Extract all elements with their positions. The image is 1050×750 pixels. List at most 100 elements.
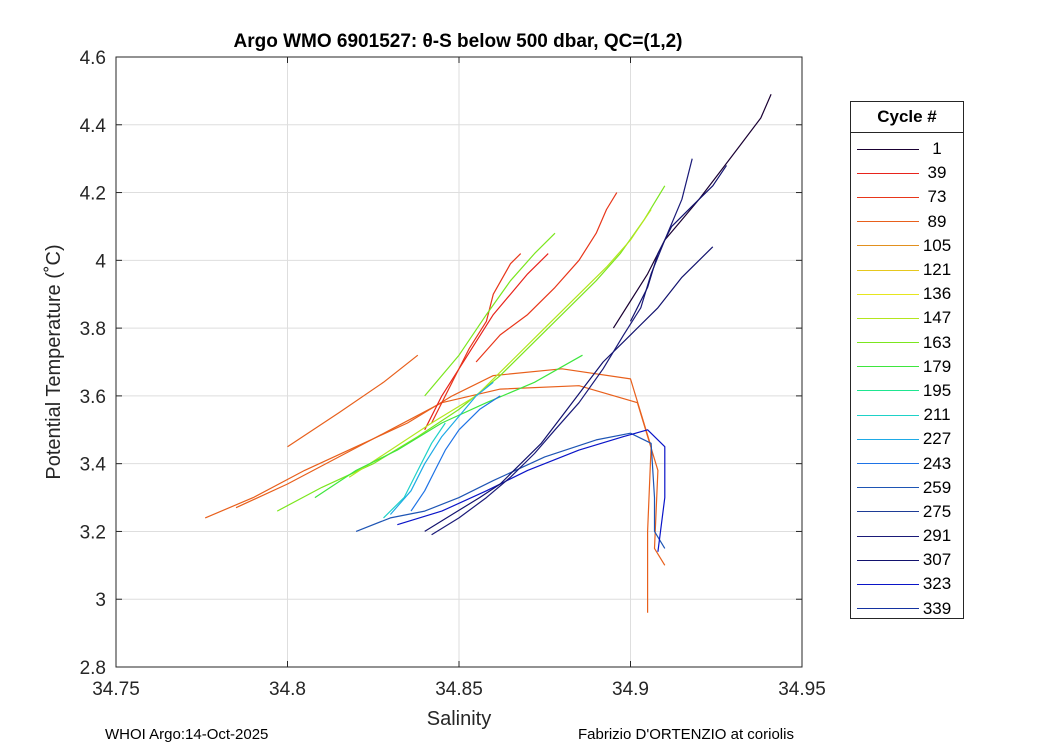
legend-item: 323 — [851, 572, 963, 596]
x-tick-label: 34.9 — [612, 679, 649, 700]
legend-swatch — [857, 221, 919, 223]
legend-swatch — [857, 463, 919, 465]
legend-label: 163 — [922, 332, 952, 352]
series-line-orange-long-2 — [235, 385, 666, 566]
legend-swatch — [857, 293, 919, 295]
legend-swatch — [857, 245, 919, 247]
legend-item: 243 — [851, 451, 963, 475]
y-tick-label: 2.8 — [80, 658, 106, 679]
series-line-cyan-2 — [389, 381, 494, 515]
legend-item: 121 — [851, 258, 963, 282]
legend-item: 259 — [851, 476, 963, 500]
series-line-orange-upper — [287, 354, 419, 448]
axis-ticks: 34.75 34.8 34.85 34.9 34.95 2.8 3 3.2 3.4 3.6 3.8 4… — [80, 48, 826, 700]
series-line-green-4 — [424, 232, 556, 397]
legend-item: 339 — [851, 597, 963, 621]
footer-left: WHOI Argo:14-Oct-2025 — [105, 726, 269, 743]
legend-item: 179 — [851, 355, 963, 379]
legend: Cycle # 1 39 73 89 105 121 136 147 163 179 195 211 2… — [850, 101, 964, 619]
legend-swatch — [857, 559, 919, 561]
y-tick-label: 3.6 — [80, 387, 106, 408]
legend-item: 275 — [851, 500, 963, 524]
legend-item: 89 — [851, 210, 963, 234]
y-tick-label: 3.2 — [80, 522, 106, 543]
y-tick-label: 3.4 — [80, 455, 107, 476]
legend-swatch — [857, 172, 919, 174]
legend-label: 291 — [922, 526, 952, 546]
series-line-cyan-1 — [383, 422, 446, 519]
series-line-green-3 — [314, 354, 583, 499]
legend-item: 195 — [851, 379, 963, 403]
legend-item: 227 — [851, 427, 963, 451]
legend-item: 211 — [851, 403, 963, 427]
y-tick-label: 4.6 — [80, 48, 106, 69]
footer-right: Fabrizio D'ORTENZIO at coriolis — [578, 726, 794, 743]
legend-swatch — [857, 535, 919, 537]
y-axis-label: Potential Temperature (˚C) — [43, 244, 65, 479]
legend-swatch — [857, 438, 919, 440]
legend-item: 291 — [851, 524, 963, 548]
legend-label: 105 — [922, 235, 952, 255]
y-tick-label: 4.4 — [80, 116, 107, 137]
legend-label: 39 — [927, 163, 947, 183]
legend-label: 73 — [927, 187, 947, 207]
legend-swatch — [857, 390, 919, 392]
legend-title: Cycle # — [851, 102, 963, 133]
series-line-navy-3 — [612, 94, 772, 329]
legend-label: 1 — [932, 139, 942, 159]
legend-label: 136 — [922, 284, 952, 304]
legend-label: 195 — [922, 380, 952, 400]
series-line-blue-3 — [397, 429, 666, 552]
legend-item: 1 — [851, 137, 963, 161]
chart-title: Argo WMO 6901527: θ-S below 500 dbar, QC… — [234, 31, 683, 52]
series-line-blue-2 — [355, 432, 666, 549]
legend-item: 147 — [851, 306, 963, 330]
legend-items: 1 39 73 89 105 121 136 147 163 179 195 211 227 243 259… — [851, 133, 963, 621]
legend-item: 39 — [851, 161, 963, 185]
legend-swatch — [857, 414, 919, 416]
legend-label: 275 — [922, 501, 952, 521]
series-line-green-2 — [348, 209, 652, 478]
x-tick-label: 34.85 — [435, 679, 483, 700]
legend-swatch — [857, 487, 919, 489]
x-tick-label: 34.95 — [778, 679, 826, 700]
legend-label: 211 — [923, 405, 951, 425]
legend-label: 89 — [927, 211, 947, 231]
series-line-navy-1 — [424, 246, 714, 532]
y-tick-label: 3.8 — [80, 319, 106, 340]
x-axis-label: Salinity — [427, 708, 491, 730]
legend-item: 163 — [851, 331, 963, 355]
y-tick-label: 3 — [95, 590, 106, 611]
legend-label: 243 — [922, 453, 952, 473]
x-tick-label: 34.8 — [269, 679, 306, 700]
legend-label: 121 — [922, 260, 952, 280]
series-line-red-2 — [431, 253, 522, 424]
legend-swatch — [857, 366, 919, 368]
legend-swatch — [857, 148, 919, 150]
legend-swatch — [857, 196, 919, 198]
x-tick-label: 34.75 — [92, 679, 140, 700]
series-line-red-3 — [475, 192, 618, 363]
legend-label: 227 — [922, 429, 952, 449]
legend-swatch — [857, 342, 919, 344]
legend-swatch — [857, 583, 919, 585]
legend-swatch — [857, 608, 919, 610]
legend-item: 105 — [851, 234, 963, 258]
legend-label: 147 — [922, 308, 952, 328]
legend-label: 339 — [922, 598, 952, 618]
legend-label: 259 — [922, 477, 952, 497]
legend-swatch — [857, 317, 919, 319]
legend-label: 323 — [922, 574, 952, 594]
legend-swatch — [857, 269, 919, 271]
y-tick-label: 4.2 — [80, 184, 106, 205]
series-line-navy-4 — [629, 165, 727, 322]
series-line-orange-long — [204, 368, 652, 613]
legend-swatch — [857, 511, 919, 513]
legend-label: 307 — [922, 550, 952, 570]
legend-item: 73 — [851, 185, 963, 209]
series-line-blue-1 — [410, 395, 501, 512]
legend-item: 307 — [851, 548, 963, 572]
legend-label: 179 — [922, 356, 952, 376]
y-tick-label: 4 — [95, 251, 106, 272]
